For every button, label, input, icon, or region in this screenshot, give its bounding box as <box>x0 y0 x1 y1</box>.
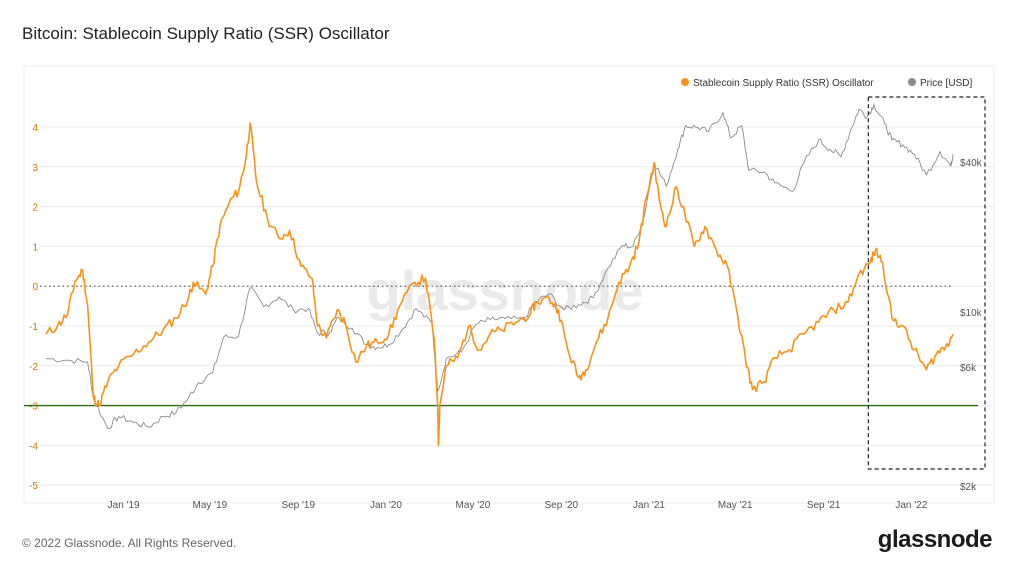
x-tick-label: Sep '19 <box>281 500 315 511</box>
x-axis: Jan '19 May '19 Sep '19 Jan '20 May '20 Sep '… <box>108 500 928 511</box>
x-tick-label: Jan '22 <box>895 500 927 511</box>
chart-title: Bitcoin: Stablecoin Supply Ratio (SSR) O… <box>22 24 390 43</box>
y-tick-label-left: -3 <box>29 402 38 413</box>
x-tick-label: Jan '20 <box>370 500 402 511</box>
y-tick-label-left: 0 <box>32 282 38 293</box>
y-axis-right: $40k $10k $6k $2k <box>960 158 983 493</box>
watermark: glassnode <box>367 259 644 322</box>
y-tick-label-right: $2k <box>960 482 977 493</box>
y-tick-label-right: $6k <box>960 363 977 374</box>
legend: Stablecoin Supply Ratio (SSR) Oscillator… <box>681 78 972 89</box>
glassnode-logo: glassnode <box>877 526 993 553</box>
highlight-box <box>867 96 986 470</box>
y-axis-left: 4 3 2 1 0 -1 -2 -3 -4 -5 <box>29 123 38 492</box>
x-tick-label: May '21 <box>718 500 753 511</box>
legend-price-marker <box>908 78 916 86</box>
x-tick-label: Sep '21 <box>807 500 841 511</box>
y-tick-label-left: -2 <box>29 362 38 373</box>
x-tick-label: May '19 <box>193 500 228 511</box>
plot-frame <box>23 65 995 504</box>
y-tick-label-left: -4 <box>29 441 38 452</box>
y-tick-label-right: $10k <box>960 308 983 319</box>
x-tick-label: Jan '19 <box>108 500 140 511</box>
y-tick-label-left: 3 <box>32 163 38 174</box>
x-tick-label: May '20 <box>456 500 491 511</box>
y-tick-label-left: 1 <box>32 242 38 253</box>
y-tick-label-left: -1 <box>29 322 38 333</box>
x-tick-label: Jan '21 <box>633 500 665 511</box>
copyright-footer: © 2022 Glassnode. All Rights Reserved. <box>22 536 237 550</box>
legend-ssr-marker <box>681 78 689 86</box>
y-tick-label-left: -5 <box>29 481 38 492</box>
legend-price-label: Price [USD] <box>920 78 972 89</box>
x-tick-label: Sep '20 <box>545 500 579 511</box>
y-tick-label-right: $40k <box>960 158 983 169</box>
legend-ssr-label: Stablecoin Supply Ratio (SSR) Oscillator <box>693 78 874 89</box>
y-tick-label-left: 2 <box>32 203 38 214</box>
y-tick-label-left: 4 <box>32 123 38 134</box>
series-line-ssr <box>45 122 954 447</box>
